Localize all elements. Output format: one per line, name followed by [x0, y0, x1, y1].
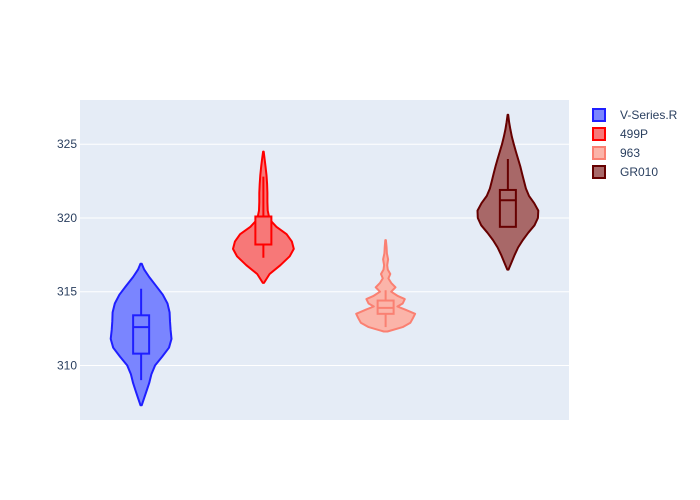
- legend[interactable]: V-Series.R 499P 963 GR010: [592, 108, 678, 179]
- box-iqr: [498, 188, 517, 228]
- legend-item[interactable]: 963: [592, 146, 640, 160]
- legend-swatch: [592, 165, 606, 179]
- legend-swatch: [592, 108, 606, 122]
- violin-gr010[interactable]: [476, 113, 540, 271]
- legend-item[interactable]: GR010: [592, 165, 658, 179]
- legend-label: V-Series.R: [620, 108, 678, 122]
- y-axis: 310 315 320 325: [57, 137, 77, 372]
- legend-swatch: [592, 146, 606, 160]
- violin-body: [355, 239, 417, 333]
- y-tick-label: 320: [57, 211, 77, 225]
- legend-label: GR010: [620, 165, 658, 179]
- legend-item[interactable]: 499P: [592, 127, 648, 141]
- plot-background: [80, 100, 569, 420]
- violin-499p[interactable]: [232, 150, 295, 284]
- legend-item[interactable]: V-Series.R: [592, 108, 678, 122]
- box-iqr: [254, 215, 273, 246]
- legend-label: 499P: [620, 127, 648, 141]
- legend-label: 963: [620, 146, 640, 160]
- violins: [109, 113, 540, 407]
- legend-swatch: [592, 127, 606, 141]
- y-tick-label: 315: [57, 285, 77, 299]
- box-iqr: [132, 314, 151, 355]
- y-tick-label: 325: [57, 137, 77, 151]
- violin-v-series-r[interactable]: [109, 262, 173, 407]
- y-tick-label: 310: [57, 358, 77, 372]
- violin-963[interactable]: [355, 239, 417, 333]
